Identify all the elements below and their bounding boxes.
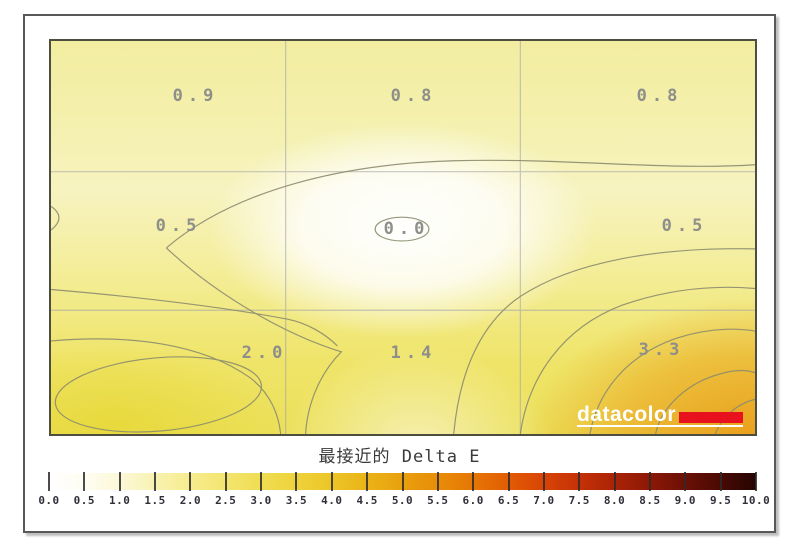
- colorbar-tick: [507, 472, 510, 491]
- colorbar-tick-label: 4.0: [321, 494, 343, 507]
- colorbar-tick: [719, 472, 722, 491]
- colorbar-tick: [83, 472, 86, 491]
- colorbar-tick: [189, 472, 192, 491]
- colorbar-tick-label: 9.0: [674, 494, 696, 507]
- colorbar-tick: [260, 472, 263, 491]
- cell-value: 0.5: [155, 216, 202, 236]
- colorbar-tick: [154, 472, 157, 491]
- colorbar-tick: [295, 472, 298, 491]
- colorbar-tick-label: 3.0: [250, 494, 272, 507]
- colorbar-tick: [648, 472, 651, 491]
- colorbar-tick: [366, 472, 369, 491]
- colorbar-tick-label: 1.0: [109, 494, 131, 507]
- colorbar-tick-label: 2.0: [179, 494, 202, 507]
- grid-lines: [51, 41, 755, 434]
- colorbar-tick: [755, 472, 757, 491]
- cell-value: 0.0: [383, 219, 430, 239]
- colorbar-tick: [613, 472, 616, 491]
- colorbar-tick-label: 2.5: [215, 494, 237, 507]
- chart-panel: 0.9 0.8 0.8 0.5 0.0 0.5 2.0 1.4 3.3 data…: [23, 14, 776, 533]
- cell-value: 0.8: [636, 86, 683, 106]
- datacolor-logo: datacolor: [576, 403, 743, 427]
- cell-value: 3.3: [638, 340, 685, 360]
- colorbar-tick: [578, 472, 581, 491]
- cell-value: 2.0: [241, 343, 288, 363]
- colorbar-tick: [684, 472, 687, 491]
- colorbar-tick: [224, 472, 227, 491]
- colorbar-tick-label: 5.5: [427, 494, 449, 507]
- colorbar-labels: 0.0 0.5 1.0 1.5 2.0 2.5 3.0 3.5 4.0 4.5 5.0 5.5 6.0 6…: [38, 494, 769, 508]
- colorbar-tick-label: 6.0: [462, 494, 484, 507]
- colorbar-tick: [401, 472, 404, 491]
- colorbar-title: 最接近的 Delta E: [318, 447, 481, 467]
- cell-value: 0.8: [390, 86, 437, 106]
- colorbar-tick: [542, 472, 545, 491]
- colorbar-tick: [48, 472, 50, 491]
- colorbar-tick-label: 1.5: [144, 494, 166, 507]
- colorbar-tick-label: 7.5: [568, 494, 590, 507]
- colorbar-tick: [472, 472, 475, 491]
- datacolor-logo-mark: [679, 412, 743, 423]
- colorbar-tick-label: 9.5: [709, 494, 732, 507]
- colorbar-tick-label: 8.0: [603, 494, 626, 507]
- colorbar-tick-label: 7.0: [533, 494, 555, 507]
- contour-plot: 0.9 0.8 0.8 0.5 0.0 0.5 2.0 1.4 3.3 data…: [49, 39, 757, 436]
- cell-value: 1.4: [390, 343, 437, 363]
- cell-value: 0.9: [172, 86, 219, 106]
- colorbar-tick-label: 3.5: [285, 494, 308, 507]
- colorbar-tick-label: 8.5: [639, 494, 661, 507]
- colorbar-tick-label: 5.0: [391, 494, 414, 507]
- contour-lines: [51, 159, 755, 434]
- colorbar-tick: [330, 472, 333, 491]
- colorbar-tick-label: 0.5: [73, 494, 96, 507]
- colorbar-tick: [118, 472, 121, 491]
- datacolor-logo-text: datacolor: [576, 403, 676, 426]
- colorbar: [48, 472, 757, 491]
- colorbar-tick: [436, 472, 439, 491]
- colorbar-tick-label: 4.5: [356, 494, 378, 507]
- cell-value: 0.5: [661, 216, 708, 236]
- colorbar-tick-label: 6.5: [497, 494, 520, 507]
- colorbar-tick-label: 10.0: [741, 494, 771, 507]
- colorbar-tick-label: 0.0: [38, 494, 60, 507]
